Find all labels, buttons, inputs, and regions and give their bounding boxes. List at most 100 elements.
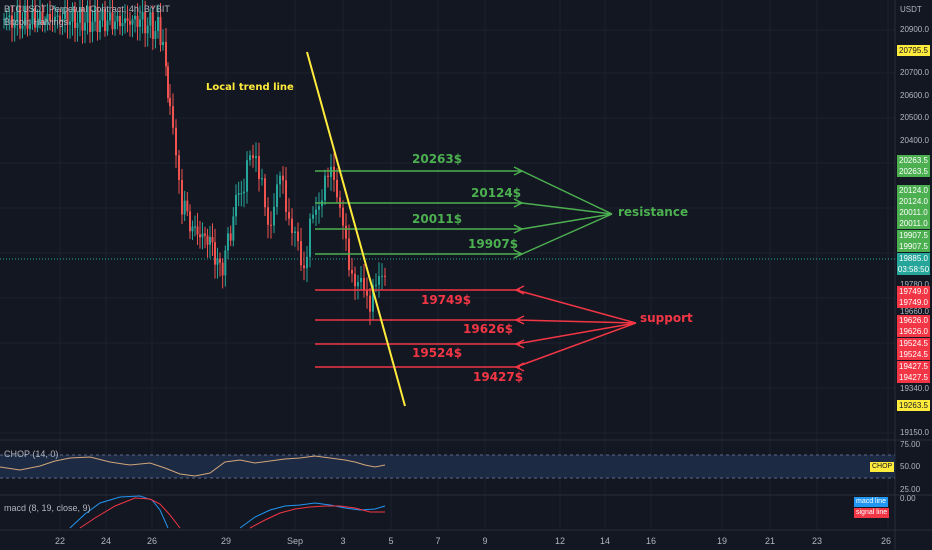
candle-body xyxy=(136,15,139,27)
support-level-label[interactable]: 19427$ xyxy=(473,370,524,384)
support-level-label[interactable]: 19524$ xyxy=(412,346,463,360)
price-tag-resistance: 20263.5 xyxy=(897,155,930,166)
candle-body xyxy=(31,7,34,25)
price-tag-resistance: 19907.5 xyxy=(897,230,930,241)
candle-body xyxy=(46,14,49,22)
candle-body xyxy=(204,233,206,236)
resistance-arrow[interactable] xyxy=(521,170,613,215)
time-tick: 5 xyxy=(388,536,394,546)
grid xyxy=(0,0,895,530)
trend-line-label[interactable]: Local trend line xyxy=(206,82,294,93)
candle-body xyxy=(34,7,36,28)
candlesticks[interactable] xyxy=(3,0,386,326)
candle-body xyxy=(109,12,111,21)
support-arrow[interactable] xyxy=(515,319,637,324)
price-tag-support: 19626.0 xyxy=(897,315,930,326)
candle-body xyxy=(201,233,204,238)
resistance-arrow[interactable] xyxy=(521,202,613,215)
candle-body xyxy=(261,178,263,180)
price-tag-support: 19626.0 xyxy=(897,326,930,337)
candle-body xyxy=(354,273,356,287)
candle-body xyxy=(240,193,243,195)
candle-body xyxy=(375,284,377,286)
candle-body xyxy=(91,21,94,32)
candle-body xyxy=(282,175,284,181)
macd-title[interactable]: macd (8, 19, close, 9) xyxy=(4,503,91,513)
support-level-label[interactable]: 19626$ xyxy=(463,322,514,336)
price-tick: 19340.0 xyxy=(900,384,929,393)
local-trend-line[interactable] xyxy=(306,51,406,407)
candle-body xyxy=(336,179,338,198)
macd-line[interactable] xyxy=(69,495,169,529)
price-tag-support: 19524.5 xyxy=(897,338,930,349)
candle-body xyxy=(167,66,169,99)
candle-body xyxy=(285,180,287,212)
candle-body xyxy=(209,237,211,245)
candle-body xyxy=(181,179,183,215)
support-arrow[interactable] xyxy=(515,322,637,345)
time-tick: 7 xyxy=(435,536,441,546)
support-arrow[interactable] xyxy=(515,289,637,324)
candle-body xyxy=(384,275,386,277)
macd-line[interactable] xyxy=(239,502,386,529)
signal-line[interactable] xyxy=(79,497,181,529)
candle-body xyxy=(104,8,106,32)
resistance-label[interactable]: resistance xyxy=(618,205,689,219)
price-tag-resistance: 20263.5 xyxy=(897,166,930,177)
time-tick: 24 xyxy=(100,536,112,546)
resistance-level-label[interactable]: 19907$ xyxy=(468,237,519,251)
chop-line[interactable] xyxy=(0,455,386,477)
candle-body xyxy=(144,12,147,34)
candle-body xyxy=(26,5,29,29)
resistance-level-label[interactable]: 20011$ xyxy=(412,212,463,226)
candle-body xyxy=(154,31,157,39)
candle-body xyxy=(297,231,299,242)
candle-body xyxy=(273,206,275,226)
candle-body xyxy=(360,278,362,283)
candle-body xyxy=(39,11,41,24)
candle-body xyxy=(129,20,131,25)
candle-body xyxy=(151,12,154,39)
candle-body xyxy=(235,194,237,217)
time-tick: 3 xyxy=(340,536,346,546)
price-tick: 20500.0 xyxy=(900,113,929,122)
candle-body xyxy=(249,155,251,161)
chop-title[interactable]: CHOP (14, 0) xyxy=(4,449,59,459)
candle-body xyxy=(69,21,71,25)
candle-body xyxy=(327,175,329,177)
resistance-level-label[interactable]: 20263$ xyxy=(412,152,463,166)
candle-body xyxy=(24,5,26,26)
price-tick: 20400.0 xyxy=(900,136,929,145)
candle-body xyxy=(19,5,21,29)
candle-body xyxy=(36,23,39,28)
candle-body xyxy=(357,282,359,287)
support-level-label[interactable]: 19749$ xyxy=(421,293,472,307)
indicator-legend[interactable]: Bitcoin Halvings xyxy=(4,17,69,27)
support-levels[interactable] xyxy=(315,285,637,372)
candle-body xyxy=(378,276,380,285)
candle-body xyxy=(267,207,269,225)
candle-body xyxy=(74,8,76,28)
chop-axis-tick: 75.00 xyxy=(900,440,921,449)
candle-body xyxy=(196,226,199,235)
price-axis-currency: USDT xyxy=(900,5,922,14)
candle-body xyxy=(229,233,232,241)
candle-body xyxy=(186,200,189,212)
resistance-arrow[interactable] xyxy=(521,213,613,230)
candle-body xyxy=(13,23,16,28)
candle-body xyxy=(111,12,114,30)
candle-body xyxy=(124,18,126,24)
candle-body xyxy=(76,22,79,28)
candle-body xyxy=(165,41,167,67)
support-label[interactable]: support xyxy=(640,311,693,325)
candle-body xyxy=(56,15,59,17)
support-arrow[interactable] xyxy=(515,322,637,368)
candle-body xyxy=(159,16,162,46)
resistance-arrow[interactable] xyxy=(521,213,613,255)
resistance-level-label[interactable]: 20124$ xyxy=(471,186,522,200)
symbol-title[interactable]: BTCUSDT Perpetual Contract, 4h, BYBIT xyxy=(4,4,170,14)
candle-body xyxy=(134,15,136,20)
price-tag-support: 19427.5 xyxy=(897,372,930,383)
signal-line[interactable] xyxy=(249,505,385,529)
